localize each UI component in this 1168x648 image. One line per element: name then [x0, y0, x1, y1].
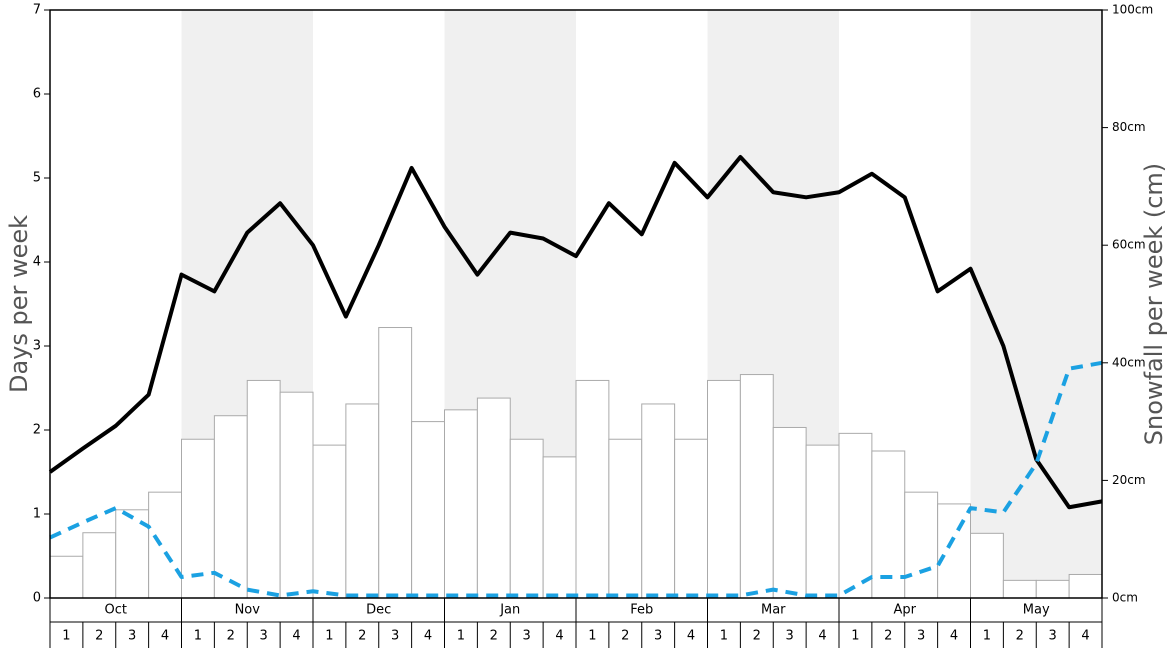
bar — [213, 415, 248, 599]
week-label: 2 — [753, 629, 761, 644]
week-label: 4 — [687, 629, 695, 644]
week-label: 4 — [292, 629, 300, 644]
y-tick-label: 5 — [33, 171, 41, 186]
line-series — [49, 360, 1103, 598]
bar — [246, 379, 281, 599]
y2-tick-label small: 100cm — [1112, 3, 1153, 17]
y-tick-label: 7 — [33, 3, 41, 18]
week-label: 2 — [884, 629, 892, 644]
bar — [49, 555, 84, 599]
bar — [509, 438, 544, 599]
bar — [378, 327, 413, 599]
bar — [608, 438, 643, 599]
bar — [970, 532, 1004, 599]
bar — [1035, 579, 1070, 599]
y-tick-label: 0 — [33, 591, 41, 606]
line-series — [48, 155, 1103, 510]
week-label: 3 — [1049, 629, 1057, 644]
bar — [181, 438, 215, 599]
week-label: 3 — [786, 629, 794, 644]
week-label: 3 — [128, 629, 136, 644]
bar — [411, 421, 445, 599]
bar — [805, 444, 840, 599]
y2-tick-label small: 80cm — [1112, 120, 1146, 134]
bar — [904, 491, 939, 599]
bar — [871, 450, 906, 599]
week-label: 1 — [194, 629, 202, 644]
bar — [772, 426, 807, 599]
week-label: 4 — [818, 629, 826, 644]
month-label: Nov — [235, 603, 261, 618]
bar — [937, 503, 971, 599]
bar — [542, 456, 577, 599]
week-label: 2 — [1016, 629, 1024, 644]
week-label: 3 — [260, 629, 268, 644]
month-label: Dec — [366, 603, 391, 618]
y-axis-title: Days per week — [5, 215, 33, 393]
y2-tick-label small: 20cm — [1112, 473, 1146, 487]
bar — [312, 444, 347, 599]
bar — [641, 403, 676, 599]
bar — [1002, 579, 1037, 599]
bar — [575, 379, 610, 599]
bar — [345, 403, 380, 599]
bar — [838, 432, 873, 599]
bar — [444, 409, 478, 599]
week-label: 2 — [95, 629, 103, 644]
week-label: 1 — [983, 629, 991, 644]
week-label: 1 — [720, 629, 728, 644]
week-label: 4 — [424, 629, 432, 644]
month-label: May — [1023, 603, 1050, 618]
week-label: 2 — [227, 629, 235, 644]
month-label: Apr — [894, 603, 917, 618]
week-label: 4 — [555, 629, 563, 644]
bar — [148, 491, 182, 599]
bar — [739, 374, 774, 599]
week-label: 1 — [62, 629, 70, 644]
month-band — [970, 10, 1102, 598]
bar — [1068, 573, 1103, 599]
week-label: 3 — [917, 629, 925, 644]
y-tick-label: 4 — [33, 255, 41, 270]
y-tick-label: 2 — [33, 423, 41, 438]
week-label: 1 — [325, 629, 333, 644]
week-label: 4 — [161, 629, 169, 644]
week-label: 3 — [391, 629, 399, 644]
week-label: 2 — [358, 629, 366, 644]
week-label: 3 — [523, 629, 531, 644]
month-label: Feb — [630, 603, 653, 618]
y2-axis-title: Snowfall per week (cm) — [1140, 163, 1168, 445]
week-label: 4 — [1081, 629, 1089, 644]
bar — [476, 397, 511, 599]
y2-tick-label small: 40cm — [1112, 355, 1146, 369]
bar — [674, 438, 708, 599]
week-label: 4 — [950, 629, 958, 644]
week-label: 1 — [457, 629, 465, 644]
bar — [82, 532, 117, 599]
month-label: Oct — [105, 603, 127, 618]
week-label: 2 — [490, 629, 498, 644]
week-label: 1 — [588, 629, 596, 644]
week-label: 2 — [621, 629, 629, 644]
y-tick-label: 6 — [33, 87, 41, 102]
y2-tick-label small: 0cm — [1112, 591, 1138, 605]
y2-tick-label small: 60cm — [1112, 238, 1146, 252]
week-label: 1 — [851, 629, 859, 644]
bar — [279, 391, 314, 599]
month-label: Mar — [761, 603, 786, 618]
y-tick-label: 1 — [33, 507, 41, 522]
y-tick-label: 3 — [33, 339, 41, 354]
bar — [707, 379, 741, 599]
month-label: Jan — [499, 603, 520, 618]
week-label: 3 — [654, 629, 662, 644]
